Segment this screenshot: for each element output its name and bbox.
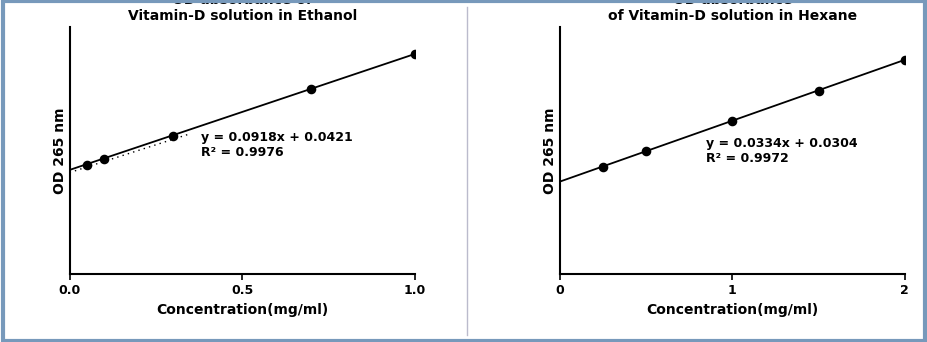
Text: y = 0.0334x + 0.0304
R² = 0.9972: y = 0.0334x + 0.0304 R² = 0.9972 bbox=[705, 137, 857, 166]
Point bbox=[724, 118, 739, 124]
Y-axis label: OD 265 nm: OD 265 nm bbox=[53, 107, 67, 194]
Text: y = 0.0918x + 0.0421
R² = 0.9976: y = 0.0918x + 0.0421 R² = 0.9976 bbox=[200, 131, 352, 159]
X-axis label: Concentration(mg/ml): Concentration(mg/ml) bbox=[645, 303, 818, 317]
Title: OD absorbance
of Vitamin-D solution in Hexane: OD absorbance of Vitamin-D solution in H… bbox=[607, 0, 856, 23]
Point bbox=[810, 89, 825, 94]
Point bbox=[595, 164, 610, 169]
Y-axis label: OD 265 nm: OD 265 nm bbox=[542, 107, 556, 194]
Point bbox=[96, 156, 111, 161]
Point bbox=[407, 51, 422, 57]
Point bbox=[638, 149, 653, 154]
Point bbox=[80, 162, 95, 168]
Point bbox=[166, 133, 181, 139]
X-axis label: Concentration(mg/ml): Concentration(mg/ml) bbox=[156, 303, 328, 317]
Title: OD absorbance of
Vitamin-D solution in Ethanol: OD absorbance of Vitamin-D solution in E… bbox=[127, 0, 356, 23]
Point bbox=[303, 87, 318, 92]
Point bbox=[896, 57, 911, 63]
